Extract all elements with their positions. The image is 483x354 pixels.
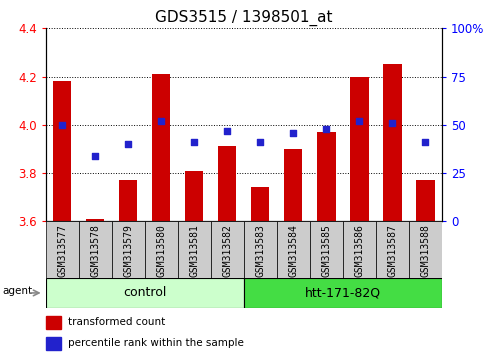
Text: GSM313586: GSM313586 <box>355 224 365 277</box>
Bar <box>185 171 203 221</box>
Bar <box>317 132 336 221</box>
Text: htt-171-82Q: htt-171-82Q <box>305 286 381 299</box>
Point <box>91 153 99 159</box>
Text: control: control <box>123 286 167 299</box>
Text: GSM313581: GSM313581 <box>189 224 199 277</box>
Text: GSM313583: GSM313583 <box>256 224 266 277</box>
Bar <box>152 74 170 221</box>
Bar <box>46 221 79 278</box>
Text: percentile rank within the sample: percentile rank within the sample <box>68 338 243 348</box>
Bar <box>53 81 71 221</box>
Bar <box>244 278 442 308</box>
Text: agent: agent <box>2 286 32 296</box>
Point <box>125 141 132 147</box>
Text: transformed count: transformed count <box>68 317 165 327</box>
Text: GSM313579: GSM313579 <box>123 224 133 277</box>
Bar <box>178 221 211 278</box>
Text: GSM313580: GSM313580 <box>156 224 167 277</box>
Bar <box>343 221 376 278</box>
Point <box>422 139 429 145</box>
Text: GSM313582: GSM313582 <box>222 224 232 277</box>
Bar <box>277 221 310 278</box>
Bar <box>119 180 138 221</box>
Title: GDS3515 / 1398501_at: GDS3515 / 1398501_at <box>155 9 333 25</box>
Bar <box>350 76 369 221</box>
Bar <box>376 221 409 278</box>
Text: GSM313588: GSM313588 <box>420 224 430 277</box>
Point <box>256 139 264 145</box>
Bar <box>79 221 112 278</box>
Text: GSM313584: GSM313584 <box>288 224 298 277</box>
Bar <box>46 316 61 329</box>
Bar <box>251 188 270 221</box>
Point <box>190 139 198 145</box>
Text: GSM313587: GSM313587 <box>387 224 398 277</box>
Bar <box>46 337 61 350</box>
Bar <box>409 221 442 278</box>
Bar <box>284 149 302 221</box>
Point <box>289 130 297 135</box>
Bar <box>416 180 435 221</box>
Point <box>58 122 66 128</box>
Bar <box>244 221 277 278</box>
Text: GSM313578: GSM313578 <box>90 224 100 277</box>
Text: GSM313585: GSM313585 <box>321 224 331 277</box>
Bar <box>211 221 244 278</box>
Bar <box>46 278 244 308</box>
Bar <box>112 221 145 278</box>
Point <box>224 128 231 133</box>
Point <box>323 126 330 131</box>
Text: GSM313577: GSM313577 <box>57 224 68 277</box>
Point <box>157 118 165 124</box>
Bar <box>86 219 104 221</box>
Bar <box>310 221 343 278</box>
Bar <box>145 221 178 278</box>
Point <box>355 118 363 124</box>
Bar <box>384 64 401 221</box>
Bar <box>218 147 237 221</box>
Point <box>388 120 396 126</box>
